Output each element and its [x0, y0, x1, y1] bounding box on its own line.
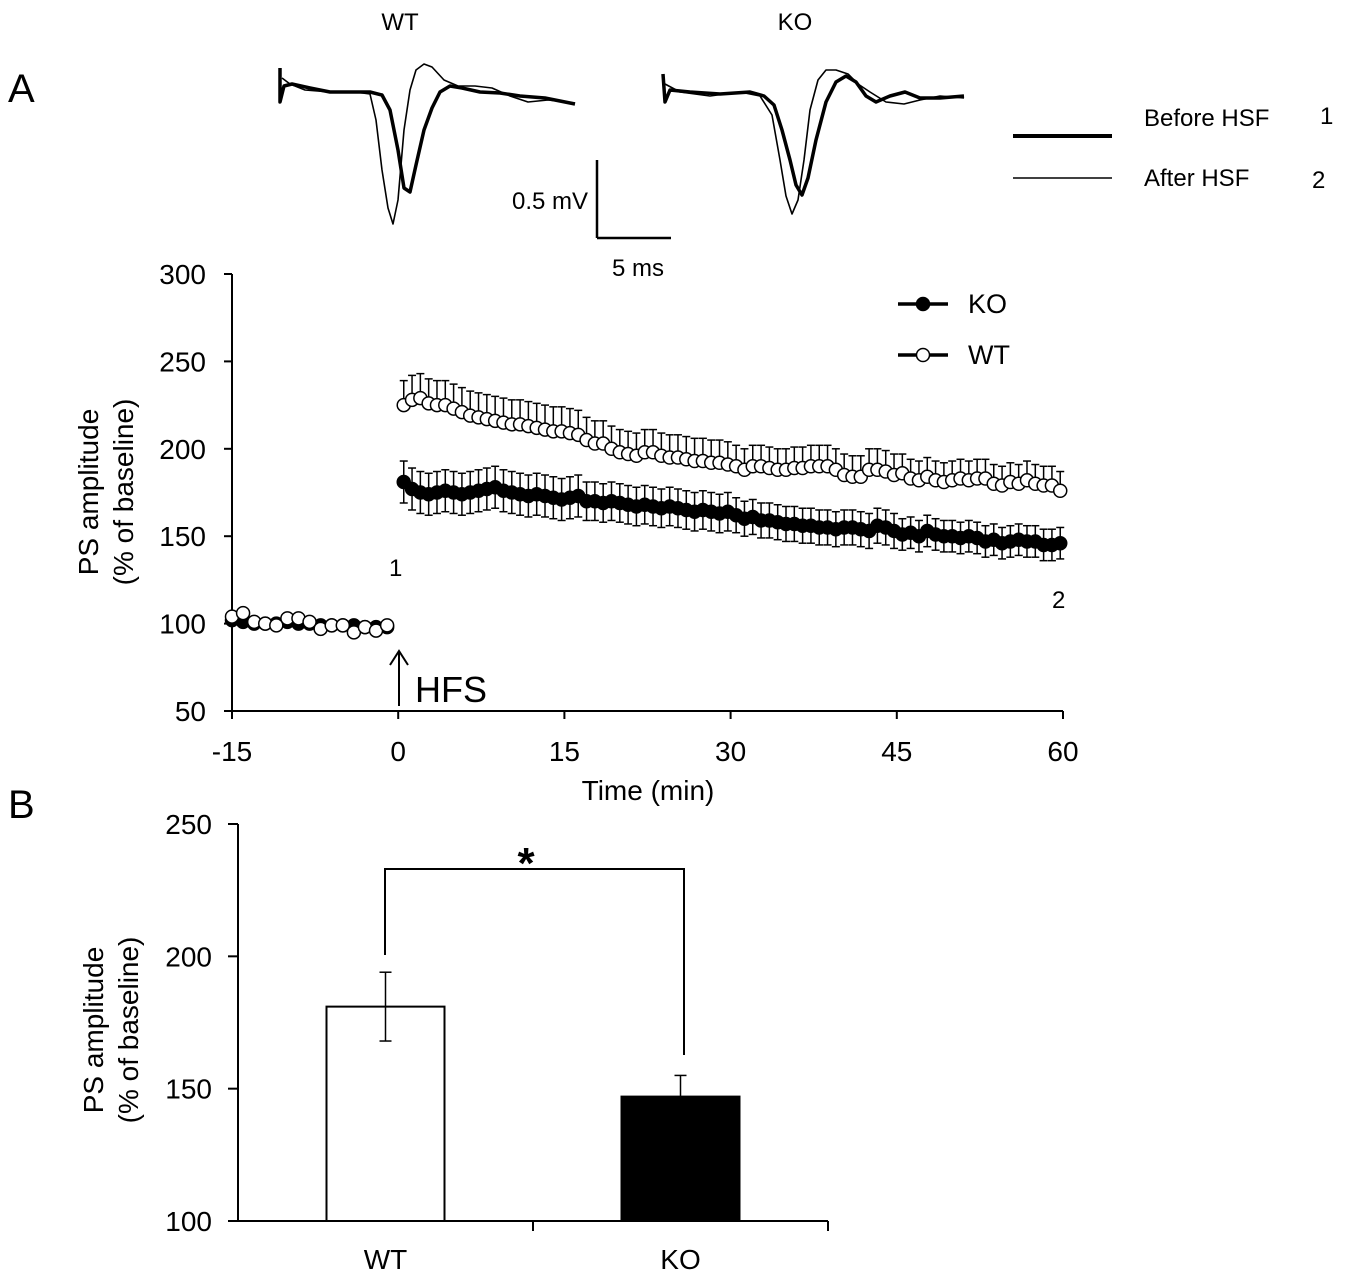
trace-wt [278, 63, 576, 225]
point-wt [302, 614, 317, 630]
marker-2: 2 [1052, 587, 1065, 614]
point-ko [1052, 535, 1068, 551]
significance-star: * [517, 839, 535, 888]
marker-1: 1 [389, 555, 402, 582]
trace-legend-thick-label: Before HSF [1144, 105, 1269, 132]
series-line-wt [231, 397, 1061, 634]
timecourse-ytick-label: 150 [159, 521, 206, 552]
timecourse-ytick-label: 200 [159, 434, 206, 465]
trace-legend: Before HSF 1 After HSF 2 [1013, 103, 1333, 194]
trace-title-wt: WT [381, 9, 419, 36]
timecourse-xtick-label: 15 [549, 736, 580, 767]
panel-b-label: B [8, 783, 35, 827]
timecourse-xtick-label: 60 [1047, 736, 1078, 767]
timecourse-ylabel-line2: (% of baseline) [108, 399, 139, 586]
bar-ylabel-line1: PS amplitude [78, 947, 109, 1114]
trace-ko-before [661, 73, 965, 197]
trace-legend-thin-label: After HSF [1144, 165, 1249, 192]
bar-xtick-label: KO [660, 1244, 700, 1275]
legend-ko-label: KO [968, 289, 1007, 319]
scale-bar-time: 5 ms [612, 255, 664, 282]
bar-tick-labels: 100 150 200 250 WT KO [165, 809, 700, 1275]
timecourse-ytick-label: 300 [159, 259, 206, 290]
timecourse-ylabel-line1: PS amplitude [73, 409, 104, 576]
trace-ko-after [664, 69, 965, 215]
series-wt [224, 372, 1068, 640]
scale-bar-voltage: 0.5 mV [512, 188, 588, 215]
legend-wt-marker [915, 347, 931, 363]
timecourse-ytick-label: 50 [175, 696, 206, 727]
trace-legend-thin-num: 2 [1312, 167, 1325, 194]
hfs-marker: HFS [389, 649, 487, 710]
bar-xtick-label: WT [364, 1244, 408, 1275]
bar-ylabel-line2: (% of baseline) [113, 937, 144, 1124]
significance-bracket: * [384, 839, 685, 1055]
point-wt [379, 618, 395, 633]
bar-ytick-label: 100 [165, 1206, 212, 1237]
point-wt [269, 618, 284, 633]
timecourse-xtick-label: -15 [212, 736, 252, 767]
timecourse-ytick-label: 250 [159, 346, 206, 377]
scale-bar: 0.5 mV 5 ms [512, 160, 671, 282]
bar-series [325, 971, 741, 1223]
timecourse-chart: 50 100 150 200 250 300 -15 0 15 30 45 60 Time (min)… [73, 259, 1079, 806]
bar-ytick-label: 250 [165, 809, 212, 840]
bar-chart: 100 150 200 250 WT KO PS amplitude (% of base… [78, 809, 829, 1275]
trace-wt-before [278, 68, 576, 194]
timecourse-axes [224, 273, 1064, 719]
bar-ytick-label: 200 [165, 941, 212, 972]
point-wt [1052, 483, 1068, 499]
trace-ko [661, 69, 965, 215]
timecourse-xtick-label: 30 [715, 736, 746, 767]
timecourse-xlabel: Time (min) [582, 775, 715, 806]
timecourse-xtick-label: 0 [390, 736, 406, 767]
hfs-label: HFS [415, 669, 487, 710]
panel-a-label: A [8, 67, 35, 111]
trace-legend-thick-num: 1 [1320, 103, 1333, 130]
trace-title-ko: KO [778, 9, 813, 36]
trace-wt-after [281, 63, 576, 225]
legend-ko-marker [915, 296, 931, 312]
bar-wt [325, 1005, 446, 1222]
point-wt [235, 605, 251, 621]
bar-ytick-label: 150 [165, 1074, 212, 1105]
point-wt [335, 618, 351, 633]
bar-ko [620, 1095, 741, 1223]
timecourse-xtick-label: 45 [881, 736, 912, 767]
timecourse-legend: KO WT [898, 289, 1010, 370]
timecourse-series [224, 372, 1068, 640]
timecourse-ytick-label: 100 [159, 609, 206, 640]
legend-wt-label: WT [968, 340, 1010, 370]
timecourse-tick-labels: 50 100 150 200 250 300 -15 0 15 30 45 60 [159, 259, 1078, 767]
